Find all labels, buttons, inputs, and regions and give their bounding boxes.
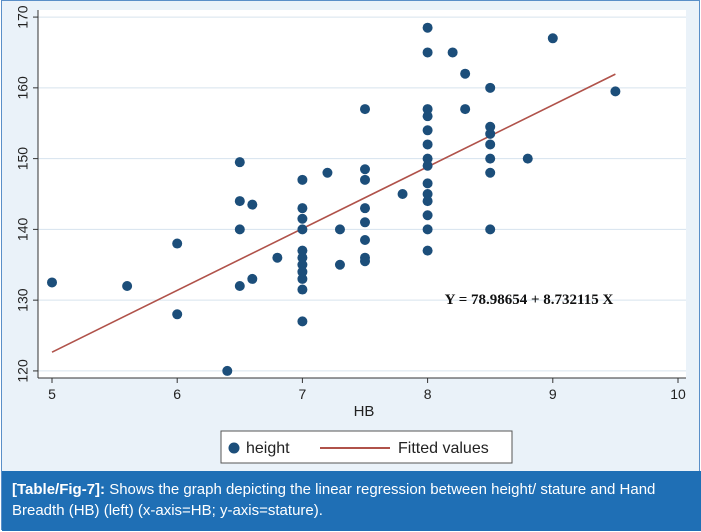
data-point — [422, 47, 433, 58]
data-point — [422, 22, 433, 33]
x-tick-label: 5 — [48, 386, 56, 402]
data-point — [397, 189, 408, 199]
data-point — [234, 281, 245, 291]
y-tick-label: 150 — [15, 147, 31, 171]
data-point — [422, 224, 433, 235]
caption-tag: [Table/Fig-7]: — [12, 481, 106, 498]
legend-height-marker — [228, 442, 240, 454]
data-point — [172, 309, 183, 320]
data-point — [272, 252, 283, 263]
y-tick-label: 130 — [15, 288, 31, 312]
data-point — [610, 86, 621, 97]
data-point — [485, 82, 496, 93]
fitted-line-layer — [51, 73, 616, 353]
y-tick-label: 120 — [15, 359, 31, 383]
grid-lines — [38, 16, 686, 372]
data-point — [297, 266, 308, 277]
scatter-points — [47, 22, 621, 376]
data-point — [222, 365, 233, 376]
data-point — [522, 153, 533, 164]
x-axis-label: HB — [354, 403, 375, 420]
data-point — [297, 213, 308, 224]
regression-equation: Y = 78.98654 + 8.732115 X — [445, 292, 614, 308]
data-point — [422, 245, 433, 256]
data-point — [297, 245, 308, 256]
x-tick-label: 8 — [424, 386, 432, 402]
data-point — [485, 121, 496, 132]
data-point — [297, 174, 308, 185]
data-point — [460, 104, 471, 115]
data-point — [360, 256, 370, 267]
data-point — [422, 210, 433, 221]
data-point — [172, 238, 183, 249]
legend-height-label: height — [246, 440, 290, 457]
data-point — [297, 252, 308, 263]
data-point — [360, 164, 370, 175]
data-point — [422, 111, 433, 122]
data-point — [360, 235, 370, 245]
y-axis: 120 130 140 150 160 170 — [15, 5, 39, 383]
data-point — [422, 196, 433, 207]
data-point — [485, 139, 496, 150]
data-point — [247, 199, 258, 210]
data-point — [422, 104, 433, 115]
data-point — [360, 203, 370, 214]
data-point — [47, 277, 57, 288]
caption-text: Shows the graph depicting the linear reg… — [12, 481, 656, 519]
data-point — [234, 157, 245, 168]
fitted-line — [51, 73, 616, 353]
data-point — [360, 104, 370, 115]
x-axis: 5 6 7 8 9 10 — [38, 377, 686, 402]
data-point — [297, 316, 308, 327]
data-point — [234, 224, 245, 235]
y-tick-label: 160 — [15, 76, 31, 100]
regression-chart: 120 130 140 150 160 170 5 6 7 8 9 10 Y = 78.98654 … — [15, 5, 686, 464]
data-point — [297, 224, 308, 235]
data-point — [485, 167, 496, 178]
legend-fit-label: Fitted values — [398, 440, 489, 457]
data-point — [234, 196, 245, 207]
data-point — [360, 217, 370, 228]
data-point — [422, 189, 433, 199]
figure-caption: [Table/Fig-7]: Shows the graph depicting… — [2, 471, 701, 531]
data-point — [547, 33, 558, 44]
data-point — [297, 259, 308, 270]
data-point — [322, 167, 333, 178]
data-point — [422, 139, 433, 150]
x-tick-label: 9 — [549, 386, 557, 402]
data-point — [485, 153, 496, 164]
data-point — [297, 203, 308, 214]
data-point — [422, 125, 433, 136]
data-point — [422, 178, 433, 189]
x-tick-label: 7 — [299, 386, 307, 402]
data-point — [360, 174, 370, 185]
y-tick-label: 170 — [15, 5, 31, 29]
data-point — [485, 224, 496, 235]
x-tick-label: 6 — [173, 386, 181, 402]
plot-area — [38, 10, 686, 378]
data-point — [122, 281, 133, 291]
data-point — [485, 128, 496, 139]
x-tick-label: 10 — [670, 386, 686, 402]
data-point — [460, 68, 471, 79]
y-tick-label: 140 — [15, 217, 31, 241]
data-point — [247, 273, 258, 284]
data-point — [334, 224, 345, 235]
data-point — [422, 153, 433, 164]
data-point — [297, 273, 308, 284]
data-point — [297, 284, 308, 295]
data-point — [422, 160, 433, 171]
data-point — [334, 259, 345, 270]
data-point — [447, 47, 458, 58]
